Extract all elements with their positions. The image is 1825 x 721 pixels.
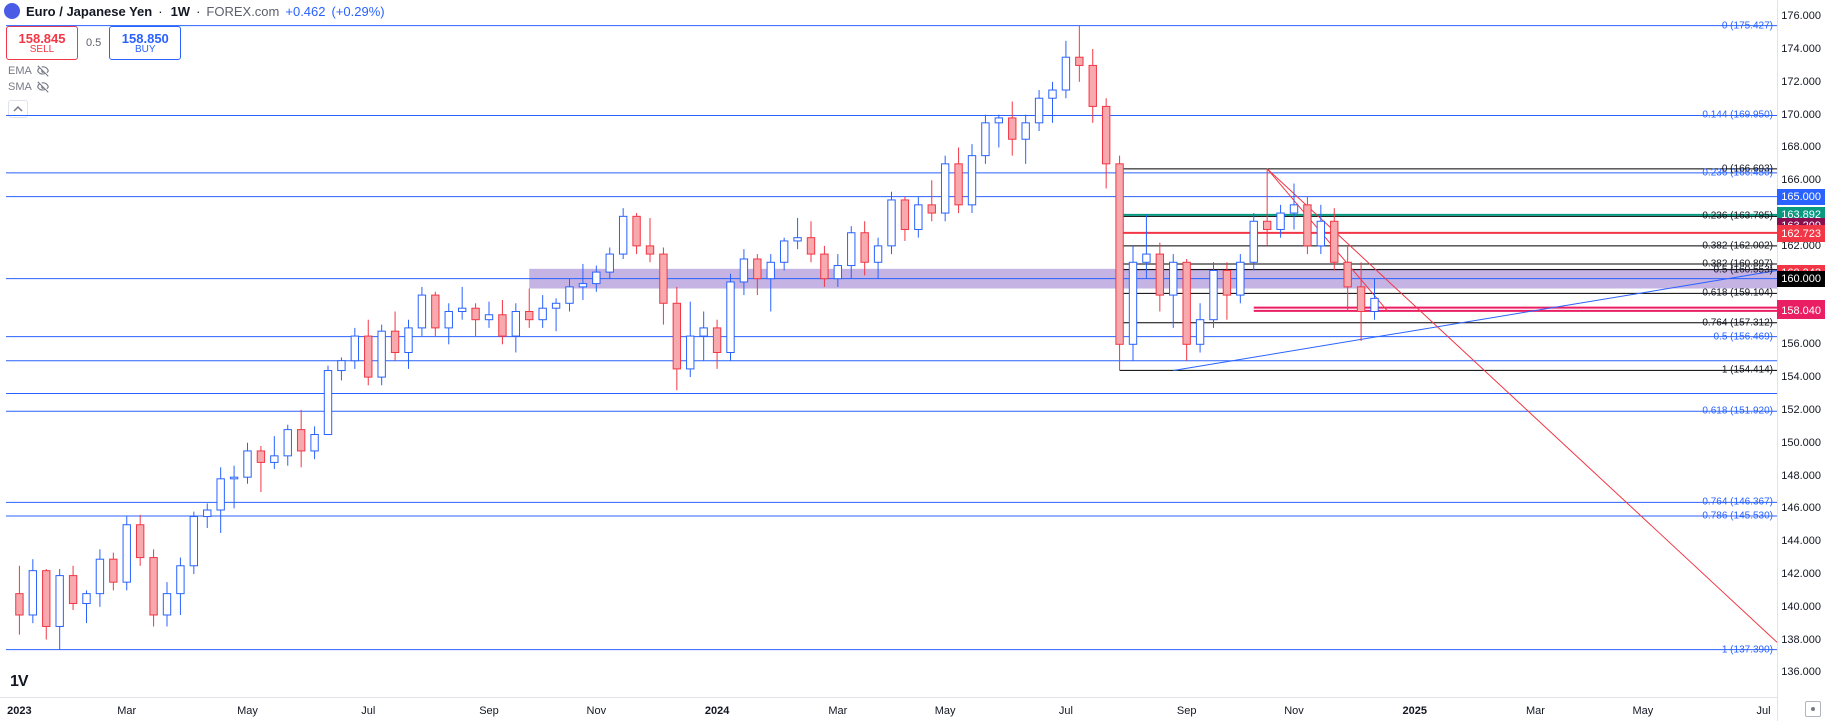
x-tick: 2024	[705, 705, 729, 717]
x-tick: Mar	[828, 705, 847, 717]
x-tick: 2025	[1403, 705, 1427, 717]
y-tick: 148.000	[1781, 470, 1821, 482]
fib-label: 1 (154.414)	[1722, 365, 1773, 376]
x-tick: May	[935, 705, 956, 717]
y-tick: 156.000	[1781, 338, 1821, 350]
x-tick: Jul	[361, 705, 375, 717]
fib-label: 0.144 (169.950)	[1702, 110, 1773, 121]
x-tick: Jul	[1059, 705, 1073, 717]
fib-label: 0.764 (157.312)	[1702, 317, 1773, 328]
fib-label: 0.236 (163.795)	[1702, 211, 1773, 222]
fib-label: 0.382 (162.002)	[1702, 240, 1773, 251]
x-tick: 2023	[7, 705, 31, 717]
fib-label: 0.786 (145.530)	[1702, 511, 1773, 522]
y-tick: 150.000	[1781, 437, 1821, 449]
y-axis[interactable]: 176.000 174.000 172.000 170.000 168.000 166.0…	[1777, 0, 1825, 721]
goto-date-button[interactable]	[1805, 701, 1821, 717]
x-tick: Sep	[1177, 705, 1197, 717]
fib-label: 0.618 (159.104)	[1702, 288, 1773, 299]
price-tag: 162.723	[1777, 226, 1825, 242]
x-tick: May	[1632, 705, 1653, 717]
x-tick: Nov	[1284, 705, 1304, 717]
chart-root: Euro / Japanese Yen · 1W · FOREX.com +0.…	[0, 0, 1825, 721]
y-tick: 154.000	[1781, 371, 1821, 383]
y-tick: 168.000	[1781, 141, 1821, 153]
y-tick: 176.000	[1781, 10, 1821, 22]
x-tick: Mar	[117, 705, 136, 717]
fib-label: 0.5 (156.469)	[1714, 331, 1774, 342]
tradingview-logo: 1V	[10, 673, 28, 691]
y-tick: 140.000	[1781, 601, 1821, 613]
fib-label: 0.764 (146.367)	[1702, 497, 1773, 508]
fib-label: 0 (166.693)	[1722, 163, 1773, 174]
price-tag: 165.000	[1777, 189, 1825, 205]
fib-label: 0 (175.427)	[1722, 20, 1773, 31]
price-tag: 158.040	[1777, 303, 1825, 319]
chart-canvas[interactable]	[0, 0, 1825, 721]
y-tick: 170.000	[1781, 109, 1821, 121]
fib-label: 1 (137.390)	[1722, 644, 1773, 655]
y-tick: 166.000	[1781, 174, 1821, 186]
y-tick: 142.000	[1781, 568, 1821, 580]
fib-label: 0.618 (151.920)	[1702, 406, 1773, 417]
fib-label: 0.5 (160.553)	[1714, 264, 1774, 275]
x-tick: Jul	[1757, 705, 1771, 717]
y-tick: 146.000	[1781, 502, 1821, 514]
y-tick: 174.000	[1781, 43, 1821, 55]
x-tick: Mar	[1526, 705, 1545, 717]
y-tick: 136.000	[1781, 666, 1821, 678]
y-tick: 144.000	[1781, 535, 1821, 547]
x-tick: Nov	[587, 705, 607, 717]
x-tick: May	[237, 705, 258, 717]
price-tag: 160.000	[1777, 271, 1825, 287]
x-axis[interactable]: 2023 Mar May Jul Sep Nov 2024 Mar May Jul Sep Nov 20…	[0, 697, 1777, 721]
x-tick: Sep	[479, 705, 499, 717]
y-tick: 138.000	[1781, 634, 1821, 646]
y-tick: 172.000	[1781, 76, 1821, 88]
y-tick: 152.000	[1781, 404, 1821, 416]
